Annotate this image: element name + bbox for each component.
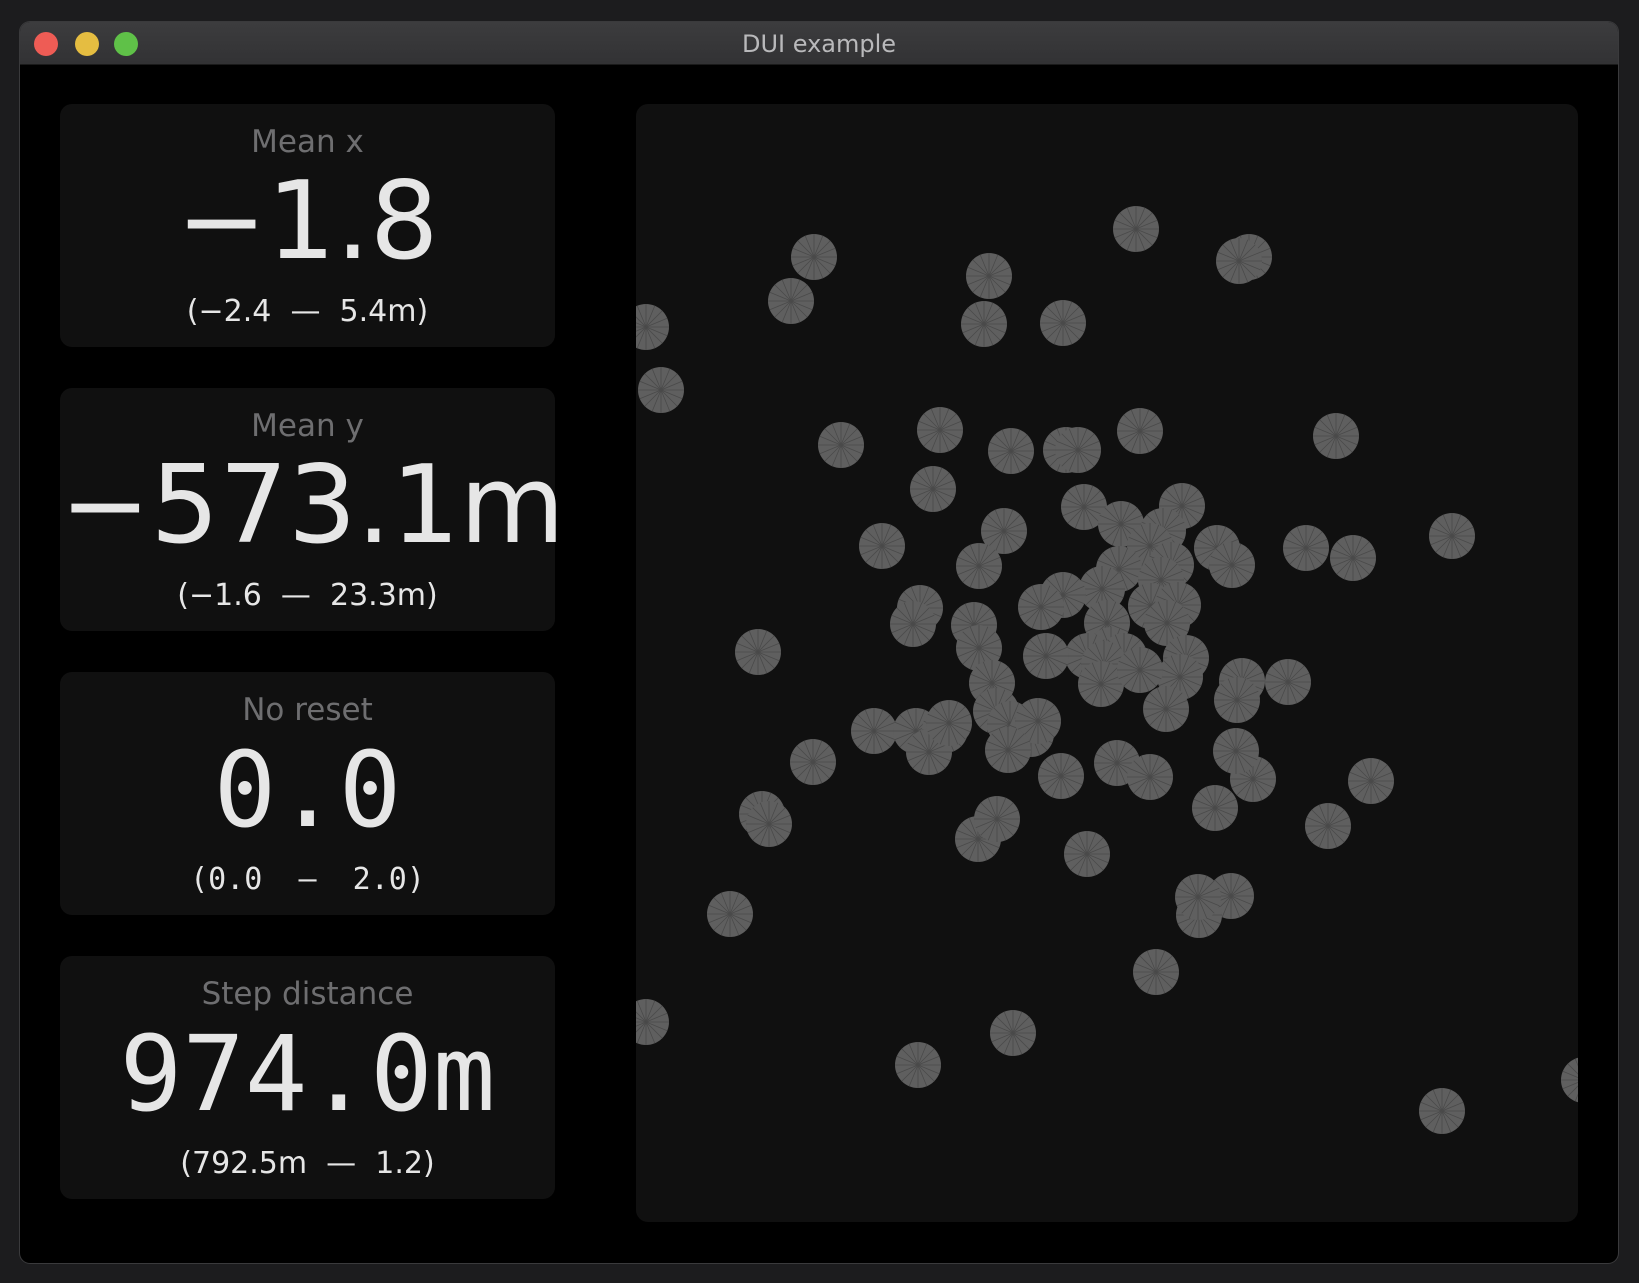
particle <box>966 253 1012 299</box>
particle <box>917 407 963 453</box>
particle <box>1265 659 1311 705</box>
particle <box>1117 647 1163 693</box>
stat-card-step-distance: Step distance 974.0m (792.5m — 1.2) <box>60 956 555 1199</box>
range-high: 2.0 <box>352 862 407 897</box>
particle <box>746 801 792 847</box>
particle <box>1061 484 1107 530</box>
particle <box>1055 427 1101 473</box>
title-bar[interactable]: DUI example <box>20 22 1618 65</box>
particle <box>1561 1057 1578 1103</box>
range-low: −1.6 <box>188 578 262 613</box>
zoom-button[interactable] <box>114 32 138 56</box>
particle <box>910 466 956 512</box>
particle <box>1283 525 1329 571</box>
stat-card-mean-y: Mean y −573.1m (−1.6 — 23.3m) <box>60 388 565 631</box>
particle <box>638 367 684 413</box>
card-label: Mean y <box>251 408 364 444</box>
particle <box>985 727 1031 773</box>
particle <box>851 708 897 754</box>
particle <box>926 700 972 746</box>
card-range: (0.0 — 2.0) <box>190 862 425 897</box>
minimize-button[interactable] <box>75 32 99 56</box>
particle <box>1214 677 1260 723</box>
particle <box>1018 584 1064 630</box>
particle <box>1064 831 1110 877</box>
particle <box>1038 753 1084 799</box>
particle <box>1216 238 1262 284</box>
range-high: 1.2 <box>375 1146 423 1181</box>
particle <box>1305 803 1351 849</box>
particle <box>1144 600 1190 646</box>
particle <box>988 428 1034 474</box>
particle <box>990 1010 1036 1056</box>
particle <box>1113 206 1159 252</box>
close-button[interactable] <box>34 32 58 56</box>
particle <box>1213 728 1259 774</box>
card-value: −573.1m <box>60 443 565 568</box>
particle <box>735 629 781 675</box>
range-high: 5.4m <box>339 294 417 329</box>
stat-card-mean-x: Mean x −1.8 (−2.4 — 5.4m) <box>60 104 555 347</box>
particle <box>636 304 669 350</box>
particle <box>981 508 1027 554</box>
card-range: (792.5m — 1.2) <box>180 1146 435 1181</box>
card-label: Mean x <box>251 124 364 160</box>
app-window: DUI example Mean x −1.8 (−2.4 — 5.4m) Me… <box>20 22 1618 1263</box>
range-low: 792.5m <box>192 1146 308 1181</box>
particle <box>1078 661 1124 707</box>
particle <box>768 278 814 324</box>
particle <box>1133 949 1179 995</box>
particle <box>1209 542 1255 588</box>
card-label: No reset <box>242 692 373 728</box>
card-range: (−1.6 — 23.3m) <box>177 578 438 613</box>
particle <box>636 999 669 1045</box>
card-value: −1.8 <box>176 159 439 284</box>
particle <box>895 1042 941 1088</box>
card-value: 974.0m <box>119 1013 496 1135</box>
particle <box>790 739 836 785</box>
particle <box>1015 698 1061 744</box>
particle <box>818 422 864 468</box>
stat-card-no-reset: No reset 0.0 (0.0 — 2.0) <box>60 672 555 915</box>
range-high: 23.3m <box>329 578 427 613</box>
particle <box>1117 408 1163 454</box>
particle <box>1192 785 1238 831</box>
particle <box>1419 1088 1465 1134</box>
particle <box>1348 758 1394 804</box>
particle <box>956 543 1002 589</box>
particle <box>1023 633 1069 679</box>
particle <box>1330 535 1376 581</box>
particle <box>859 523 905 569</box>
particle <box>1143 686 1189 732</box>
range-low: −2.4 <box>198 294 272 329</box>
particle <box>961 301 1007 347</box>
particle <box>707 891 753 937</box>
particle <box>1127 754 1173 800</box>
particle <box>1040 300 1086 346</box>
particle-canvas[interactable] <box>636 104 1578 1222</box>
card-value: 0.0 <box>213 729 402 851</box>
card-range: (−2.4 — 5.4m) <box>186 294 429 329</box>
particle <box>1313 413 1359 459</box>
particle <box>890 601 936 647</box>
particle <box>956 625 1002 671</box>
particle <box>974 796 1020 842</box>
particle-plot <box>636 206 1578 1134</box>
particle <box>1429 513 1475 559</box>
particle <box>1175 874 1221 920</box>
card-label: Step distance <box>201 976 414 1012</box>
window-title: DUI example <box>741 30 897 58</box>
particle <box>791 234 837 280</box>
range-low: 0.0 <box>208 862 263 897</box>
